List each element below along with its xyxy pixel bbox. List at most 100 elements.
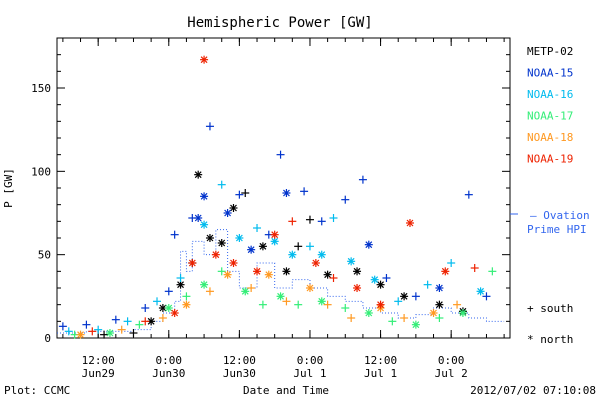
noaa-15-point-21 [382, 274, 391, 282]
metp-02-point-0 [100, 330, 109, 339]
noaa-16-point-19 [476, 287, 485, 296]
noaa-18-point-4 [205, 287, 214, 296]
noaa-15-point-11 [235, 190, 244, 199]
noaa-16-point-8 [253, 224, 262, 232]
noaa-16-point-10 [288, 250, 297, 259]
noaa-17-point-6 [217, 267, 226, 276]
noaa-16-point-13 [329, 214, 338, 222]
noaa-16-point-11 [305, 242, 314, 251]
noaa-18-point-1 [117, 325, 126, 334]
noaa-15-point-7 [194, 214, 203, 222]
noaa-15-point-9 [205, 122, 214, 131]
legend-noaa-16: NOAA-16 [527, 88, 573, 101]
noaa-15-point-2 [111, 315, 120, 324]
noaa-16-point-4 [176, 274, 185, 282]
metp-02-point-6 [194, 170, 203, 179]
noaa-15-point-8 [200, 192, 209, 201]
noaa-17-point-1 [105, 329, 114, 337]
noaa-19-point-11 [329, 274, 338, 282]
noaa-19-point-16 [470, 264, 479, 272]
noaa-16-point-3 [153, 297, 162, 306]
noaa-15-point-25 [482, 292, 491, 301]
noaa-15-point-19 [358, 175, 367, 184]
noaa-17-point-4 [182, 292, 191, 301]
noaa-17-point-3 [164, 304, 173, 312]
noaa-16-point-12 [317, 250, 326, 259]
noaa-16-point-17 [423, 280, 432, 289]
y-tick-label-0: 0 [44, 332, 51, 345]
x-tick-label-0: 12:00 [82, 354, 115, 367]
y-tick-label-100: 100 [31, 165, 51, 178]
satellite-legend: METP-02 NOAA-15 NOAA-16 NOAA-17 NOAA-18 NOAA-… [527, 45, 573, 166]
x-tick-date-5: Jul 2 [435, 367, 468, 380]
legend-metp-02: METP-02 [527, 45, 573, 58]
noaa-17-point-14 [388, 317, 397, 326]
ovation-label-line1: — Ovation [530, 209, 590, 222]
noaa-15-point-10 [223, 209, 232, 217]
noaa-17-point-10 [294, 300, 303, 309]
noaa-19-point-12 [353, 284, 362, 292]
noaa-19-point-1 [141, 317, 150, 326]
noaa-19-point-9 [288, 217, 297, 226]
legend-noaa-17: NOAA-17 [527, 110, 573, 123]
noaa-16-point-16 [394, 297, 403, 306]
noaa-18-point-0 [76, 330, 85, 339]
x-tick-label-3: 0:00 [297, 354, 324, 367]
noaa-15-point-14 [276, 150, 285, 159]
x-tick-label-4: 12:00 [364, 354, 397, 367]
noaa-17-point-9 [276, 292, 285, 301]
x-tick-date-0: Jun29 [82, 367, 115, 380]
plot-frame [56, 37, 511, 339]
noaa-16-point-5 [200, 220, 209, 229]
noaa-18-point-9 [305, 284, 314, 292]
x-tick-date-4: Jul 1 [364, 367, 397, 380]
noaa-19-point-14 [405, 219, 414, 227]
noaa-16-point-15 [370, 275, 379, 284]
noaa-17-point-17 [458, 309, 467, 317]
chart-title: Hemispheric Power [GW] [187, 15, 372, 31]
metp-02-point-17 [376, 280, 385, 289]
noaa-15-point-18 [341, 195, 350, 204]
legend-noaa-19: NOAA-19 [527, 153, 573, 166]
noaa-18-point-11 [347, 314, 356, 322]
noaa-18-point-3 [182, 300, 191, 309]
noaa-16-point-0 [64, 327, 73, 336]
x-tick-label-1: 0:00 [156, 354, 183, 367]
noaa-15-point-4 [164, 287, 173, 296]
metp-02-point-3 [158, 304, 167, 312]
noaa-17-point-11 [317, 297, 326, 306]
noaa-19-point-15 [441, 267, 450, 276]
noaa-18-point-6 [247, 284, 256, 292]
metp-02-point-18 [400, 292, 409, 301]
x-tick-label-2: 12:00 [223, 354, 256, 367]
x-tick-label-5: 0:00 [438, 354, 465, 367]
metp-02-point-14 [305, 215, 314, 224]
y-axis-label: P [GW] [2, 168, 15, 208]
x-tick-date-3: Jul 1 [293, 367, 326, 380]
metp-02-point-10 [241, 189, 250, 197]
noaa-16-point-18 [447, 259, 456, 267]
noaa-18-point-5 [223, 270, 232, 279]
noaa-19-point-10 [311, 259, 320, 267]
noaa-19-point-6 [229, 259, 238, 267]
noaa-15-point-5 [170, 230, 179, 239]
legend-noaa-15: NOAA-15 [527, 67, 573, 80]
noaa-16-point-1 [94, 325, 103, 334]
metp-02-point-15 [323, 270, 332, 279]
noaa-19-point-8 [270, 230, 279, 239]
legend-north: * north [527, 333, 573, 346]
y-tick-label-50: 50 [38, 249, 51, 262]
ovation-label-line2: Prime HPI [527, 223, 587, 236]
noaa-19-point-3 [188, 259, 197, 267]
footer-plot-credit: Plot: CCMC [4, 384, 70, 397]
noaa-17-point-13 [364, 309, 373, 317]
footer-timestamp: 2012/07/02 07:10:08 [470, 384, 596, 397]
metp-02-point-1 [129, 329, 138, 337]
noaa-15-point-16 [300, 187, 309, 196]
noaa-16-point-7 [235, 234, 244, 242]
noaa-15-point-20 [364, 240, 373, 249]
noaa-17-point-2 [135, 320, 144, 329]
noaa-18-point-13 [400, 314, 409, 322]
